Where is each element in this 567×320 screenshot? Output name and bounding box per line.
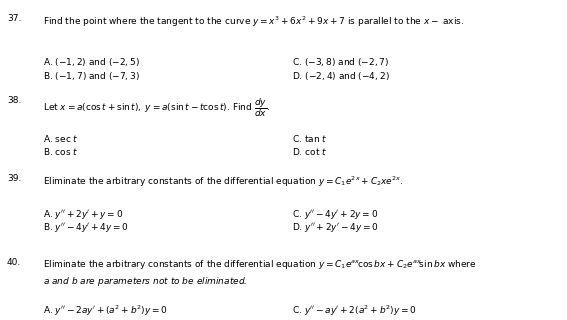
- Text: 38.: 38.: [7, 96, 21, 105]
- Text: $a$ and $b$ are parameters not to be eliminated.: $a$ and $b$ are parameters not to be eli…: [43, 275, 247, 288]
- Text: B. $y'' - 4y' + 4y = 0$: B. $y'' - 4y' + 4y = 0$: [43, 221, 129, 234]
- Text: 37.: 37.: [7, 14, 21, 23]
- Text: 39.: 39.: [7, 174, 21, 183]
- Text: C. $(-3, 8)$ and $(-2, 7)$: C. $(-3, 8)$ and $(-2, 7)$: [292, 56, 389, 68]
- Text: B. $(-1, 7)$ and $(-7, 3)$: B. $(-1, 7)$ and $(-7, 3)$: [43, 70, 139, 82]
- Text: C. $y'' - 4y' + 2y = 0$: C. $y'' - 4y' + 2y = 0$: [292, 208, 378, 221]
- Text: A. sec $t$: A. sec $t$: [43, 133, 78, 144]
- Text: D. $y'' + 2y' - 4y = 0$: D. $y'' + 2y' - 4y = 0$: [292, 221, 379, 234]
- Text: A. $y'' + 2y' + y = 0$: A. $y'' + 2y' + y = 0$: [43, 208, 123, 221]
- Text: B. cos $t$: B. cos $t$: [43, 146, 78, 156]
- Text: A. $(-1, 2)$ and $(-2, 5)$: A. $(-1, 2)$ and $(-2, 5)$: [43, 56, 139, 68]
- Text: C. tan $t$: C. tan $t$: [292, 133, 327, 144]
- Text: Eliminate the arbitrary constants of the differential equation $y = C_1 e^{ax}\!: Eliminate the arbitrary constants of the…: [43, 258, 476, 271]
- Text: C. $y'' - ay' + 2(a^2 + b^2)y = 0$: C. $y'' - ay' + 2(a^2 + b^2)y = 0$: [292, 304, 417, 318]
- Text: Find the point where the tangent to the curve $y = x^3 + 6x^2 + 9x + 7$ is paral: Find the point where the tangent to the …: [43, 14, 464, 29]
- Text: Let $x = a(\cos t + \sin t),\; y = a(\sin t - t\cos t)$. Find $\dfrac{dy}{dx}$.: Let $x = a(\cos t + \sin t),\; y = a(\si…: [43, 96, 270, 119]
- Text: D. cot $t$: D. cot $t$: [292, 146, 327, 156]
- Text: D. $(-2, 4)$ and $(-4, 2)$: D. $(-2, 4)$ and $(-4, 2)$: [292, 70, 390, 82]
- Text: 40.: 40.: [7, 258, 21, 267]
- Text: Eliminate the arbitrary constants of the differential equation $y = C_1 e^{2x} +: Eliminate the arbitrary constants of the…: [43, 174, 403, 189]
- Text: A. $y'' - 2ay' + (a^2 + b^2)y = 0$: A. $y'' - 2ay' + (a^2 + b^2)y = 0$: [43, 304, 167, 318]
